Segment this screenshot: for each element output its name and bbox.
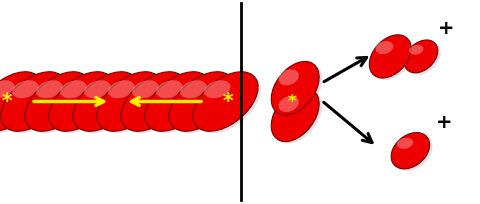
Ellipse shape — [1, 72, 66, 132]
Ellipse shape — [124, 74, 189, 134]
Ellipse shape — [145, 72, 210, 132]
Ellipse shape — [271, 89, 319, 142]
Ellipse shape — [0, 72, 42, 132]
Ellipse shape — [391, 133, 430, 169]
Ellipse shape — [180, 81, 206, 99]
Ellipse shape — [271, 62, 319, 115]
Ellipse shape — [132, 81, 158, 99]
Ellipse shape — [108, 81, 134, 99]
Ellipse shape — [49, 72, 114, 132]
Ellipse shape — [60, 81, 86, 99]
Ellipse shape — [278, 70, 299, 86]
Ellipse shape — [0, 74, 45, 134]
Ellipse shape — [407, 43, 441, 75]
Ellipse shape — [409, 45, 423, 55]
Ellipse shape — [25, 72, 90, 132]
Text: *: * — [222, 92, 234, 112]
Text: *: * — [288, 93, 298, 111]
Ellipse shape — [274, 91, 322, 144]
Ellipse shape — [278, 96, 299, 112]
Ellipse shape — [193, 72, 258, 132]
Ellipse shape — [172, 74, 237, 134]
Ellipse shape — [97, 72, 162, 132]
Text: *: * — [1, 92, 13, 112]
Ellipse shape — [4, 74, 69, 134]
Ellipse shape — [196, 74, 261, 134]
Ellipse shape — [396, 138, 413, 149]
Ellipse shape — [394, 135, 432, 171]
Ellipse shape — [156, 81, 182, 99]
Ellipse shape — [84, 81, 110, 99]
Ellipse shape — [404, 41, 438, 73]
Ellipse shape — [0, 81, 14, 99]
Ellipse shape — [204, 81, 230, 99]
Ellipse shape — [52, 74, 117, 134]
Ellipse shape — [148, 74, 213, 134]
Ellipse shape — [169, 72, 234, 132]
Ellipse shape — [28, 74, 93, 134]
Ellipse shape — [274, 64, 322, 118]
Ellipse shape — [100, 74, 165, 134]
Ellipse shape — [372, 38, 414, 81]
Ellipse shape — [73, 72, 138, 132]
Ellipse shape — [375, 42, 394, 55]
Ellipse shape — [76, 74, 141, 134]
Ellipse shape — [121, 72, 186, 132]
Text: +: + — [436, 113, 452, 132]
Ellipse shape — [36, 81, 62, 99]
Ellipse shape — [369, 36, 411, 79]
Ellipse shape — [12, 81, 38, 99]
Text: +: + — [438, 19, 455, 38]
